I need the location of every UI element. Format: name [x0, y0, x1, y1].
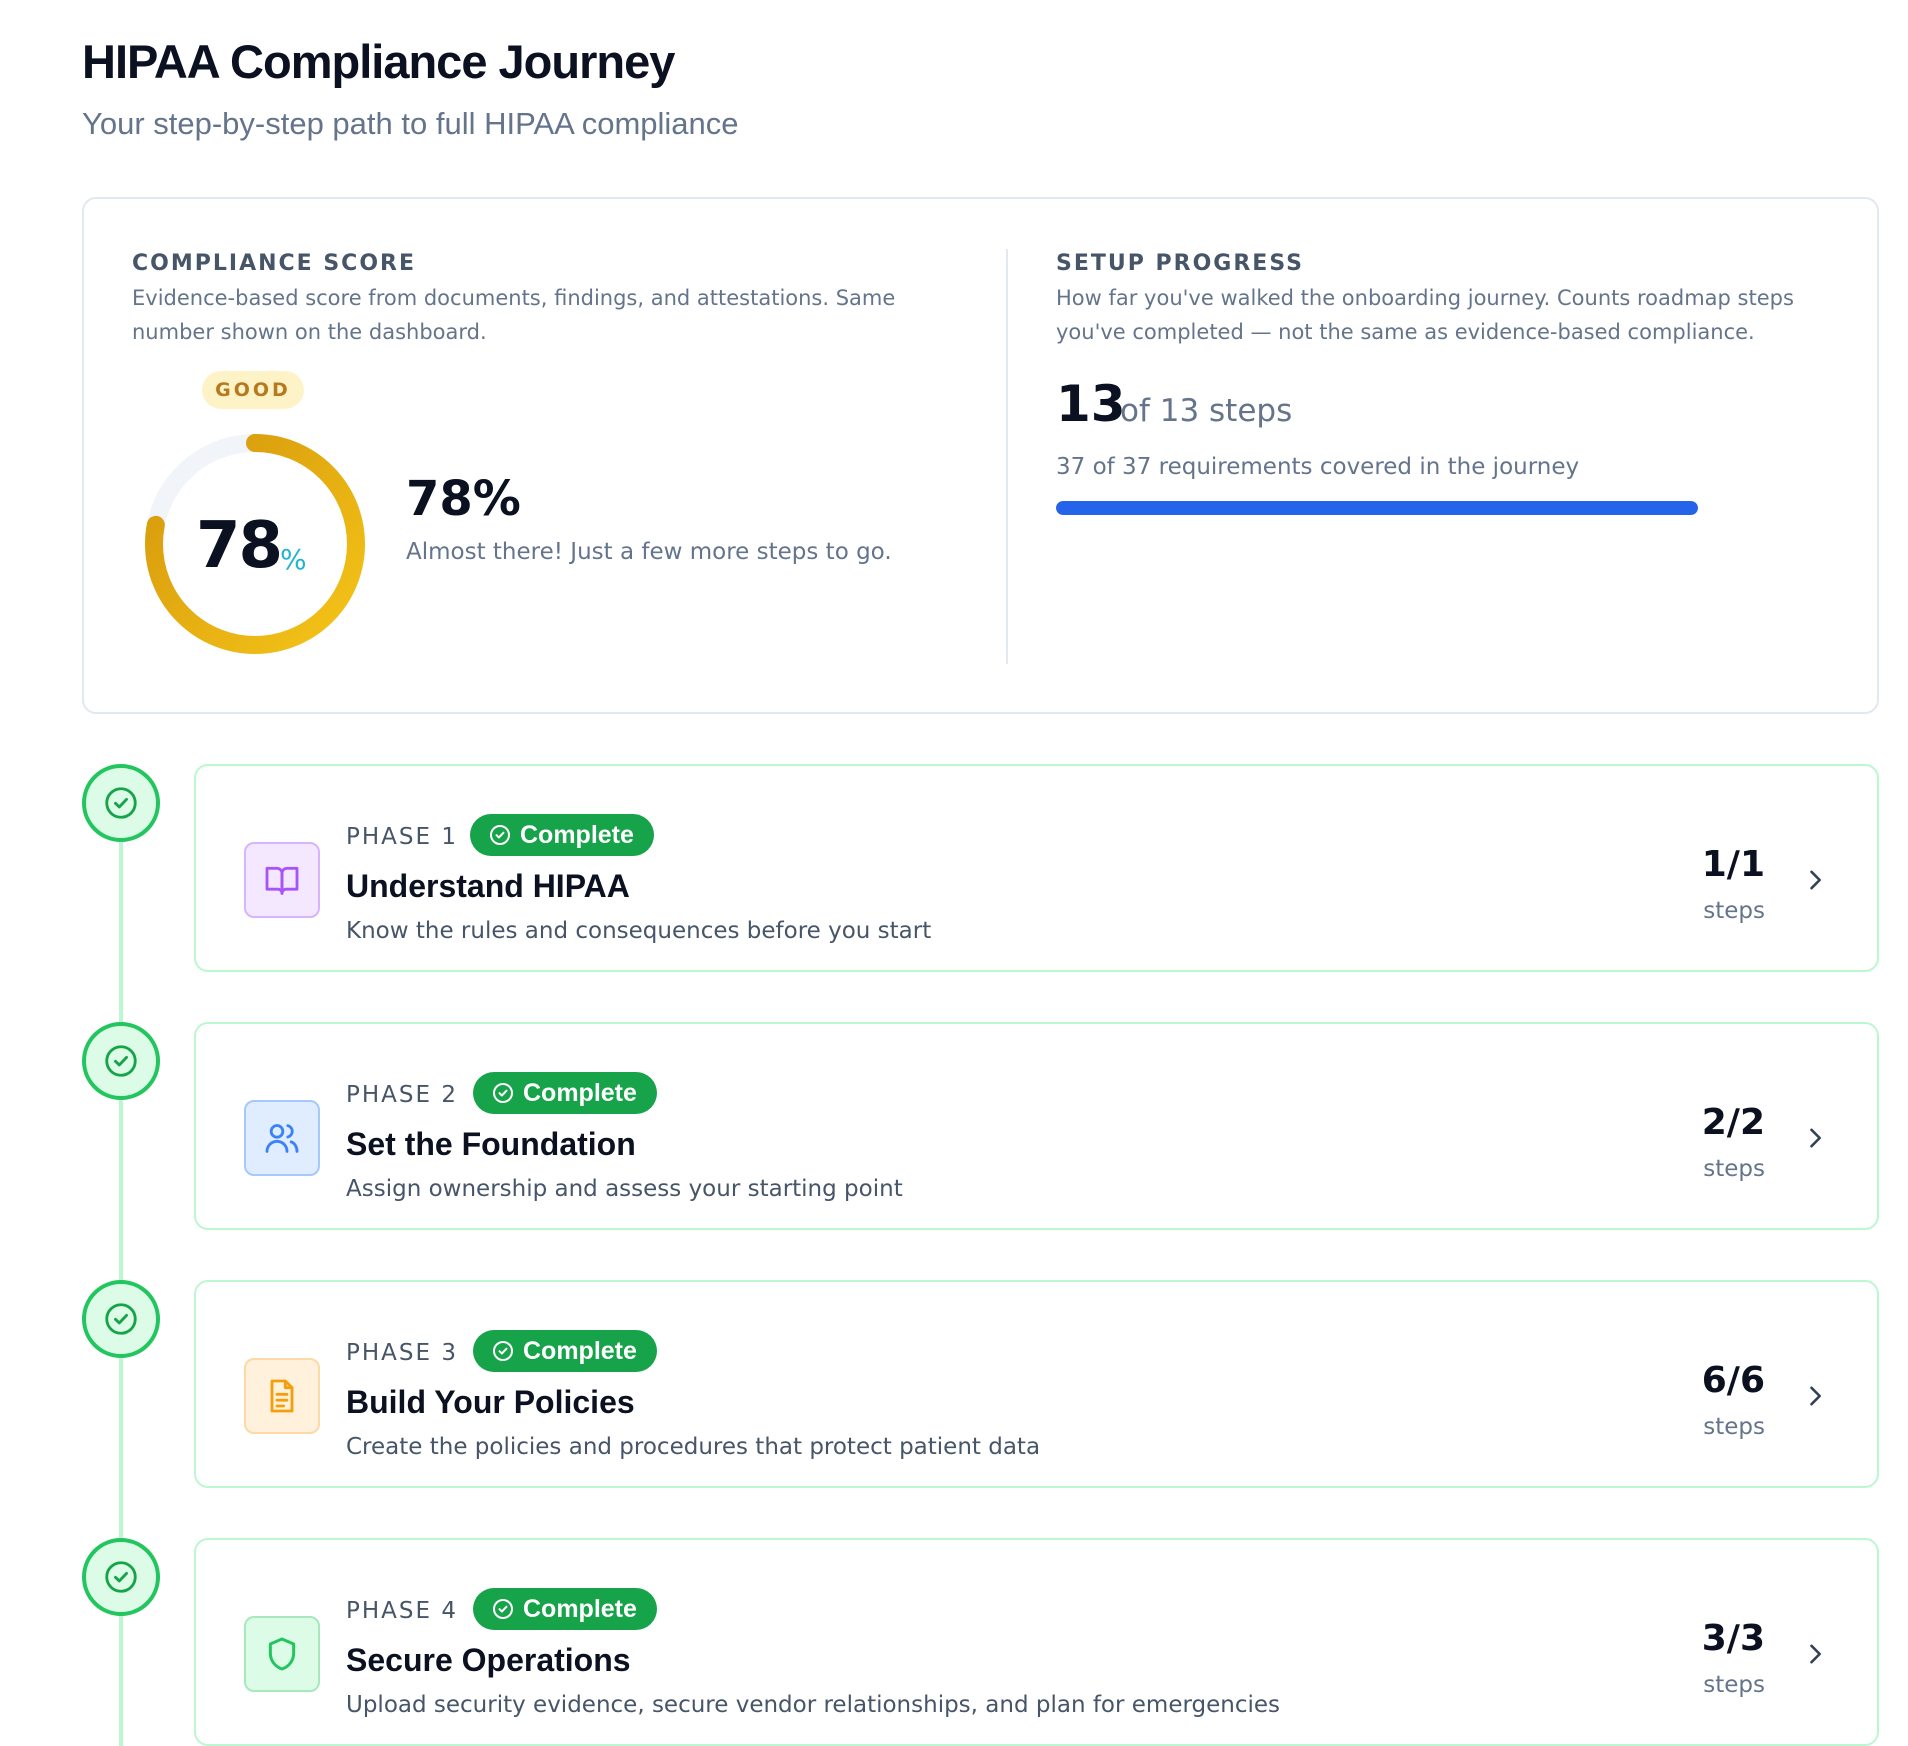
complete-badge: Complete — [473, 1330, 657, 1372]
score-message: Almost there! Just a few more steps to g… — [406, 539, 892, 565]
phase-step-count: 1/1 — [1701, 844, 1765, 885]
compliance-score-description: Evidence-based score from documents, fin… — [132, 281, 895, 349]
phase-card-4[interactable]: PHASE 4 Complete Secure Operations Uploa… — [194, 1538, 1879, 1746]
complete-badge-label: Complete — [520, 820, 634, 849]
check-circle-icon — [105, 1303, 137, 1335]
phase-title: Set the Foundation — [346, 1126, 636, 1162]
complete-badge-label: Complete — [523, 1594, 637, 1623]
phase-2-check-node — [82, 1022, 160, 1100]
phase-step-count: 2/2 — [1701, 1102, 1765, 1143]
phase-label: PHASE 1 — [346, 824, 458, 850]
check-circle-icon — [105, 1561, 137, 1593]
phase-label: PHASE 2 — [346, 1082, 458, 1108]
phase-card-1[interactable]: PHASE 1 Complete Understand HIPAA Know t… — [194, 764, 1879, 972]
phase-title: Understand HIPAA — [346, 868, 630, 904]
donut-score-unit: % — [280, 543, 307, 576]
phase-step-count: 6/6 — [1701, 1360, 1765, 1401]
chevron-right-icon[interactable] — [1801, 1124, 1829, 1152]
page-subtitle: Your step-by-step path to full HIPAA com… — [82, 106, 739, 141]
steps-total-text: of 13 steps — [1120, 393, 1293, 429]
check-circle-icon — [493, 1083, 513, 1103]
phase-description: Assign ownership and assess your startin… — [346, 1176, 903, 1202]
summary-divider — [1006, 249, 1008, 664]
phase-4-check-node — [82, 1538, 160, 1616]
chevron-right-icon[interactable] — [1801, 1640, 1829, 1668]
phase-3-check-node — [82, 1280, 160, 1358]
compliance-score-description-line2: number shown on the dashboard. — [132, 320, 487, 344]
book-icon — [244, 842, 320, 918]
check-circle-icon — [490, 825, 510, 845]
setup-progress-fill — [1056, 501, 1698, 515]
compliance-score-label: COMPLIANCE SCORE — [132, 251, 417, 276]
shield-icon — [244, 1616, 320, 1692]
phase-description: Know the rules and consequences before y… — [346, 918, 932, 944]
check-circle-icon — [105, 1045, 137, 1077]
setup-progress-description-line2: you've completed — not the same as evide… — [1056, 320, 1755, 344]
chevron-right-icon[interactable] — [1801, 866, 1829, 894]
complete-badge: Complete — [473, 1588, 657, 1630]
complete-badge-label: Complete — [523, 1078, 637, 1107]
score-percentage: 78% — [406, 471, 521, 527]
phase-steps-label: steps — [1703, 1414, 1765, 1440]
document-icon — [244, 1358, 320, 1434]
phase-description: Create the policies and procedures that … — [346, 1434, 1041, 1460]
check-circle-icon — [493, 1599, 513, 1619]
complete-badge: Complete — [470, 814, 654, 856]
setup-progress-description: How far you've walked the onboarding jou… — [1056, 281, 1794, 349]
phase-label: PHASE 4 — [346, 1598, 458, 1624]
phase-steps-label: steps — [1703, 898, 1765, 924]
chevron-right-icon[interactable] — [1801, 1382, 1829, 1410]
phase-card-2[interactable]: PHASE 2 Complete Set the Foundation Assi… — [194, 1022, 1879, 1230]
score-donut-arc — [145, 434, 365, 654]
phase-steps-label: steps — [1703, 1672, 1765, 1698]
phase-label: PHASE 3 — [346, 1340, 458, 1366]
page-title: HIPAA Compliance Journey — [82, 35, 675, 88]
requirements-covered-text: 37 of 37 requirements covered in the jou… — [1056, 454, 1580, 480]
complete-badge: Complete — [473, 1072, 657, 1114]
setup-progress-label: SETUP PROGRESS — [1056, 251, 1305, 276]
phase-title: Build Your Policies — [346, 1384, 635, 1420]
setup-progress-description-line1: How far you've walked the onboarding jou… — [1056, 286, 1794, 310]
check-circle-icon — [105, 787, 137, 819]
phase-1-check-node — [82, 764, 160, 842]
donut-score-value: 78 — [196, 509, 283, 583]
users-icon — [244, 1100, 320, 1176]
complete-badge-label: Complete — [523, 1336, 637, 1365]
score-donut — [145, 434, 365, 654]
steps-completed-count: 13 — [1056, 375, 1126, 433]
phase-title: Secure Operations — [346, 1642, 631, 1678]
setup-progress-bar — [1056, 501, 1698, 515]
compliance-score-description-line1: Evidence-based score from documents, fin… — [132, 286, 896, 310]
phase-steps-label: steps — [1703, 1156, 1765, 1182]
summary-card: COMPLIANCE SCORE Evidence-based score fr… — [82, 197, 1879, 714]
phase-step-count: 3/3 — [1701, 1618, 1765, 1659]
phase-description: Upload security evidence, secure vendor … — [346, 1692, 1281, 1718]
score-rating-badge: GOOD — [202, 371, 304, 409]
phase-card-3[interactable]: PHASE 3 Complete Build Your Policies Cre… — [194, 1280, 1879, 1488]
check-circle-icon — [493, 1341, 513, 1361]
